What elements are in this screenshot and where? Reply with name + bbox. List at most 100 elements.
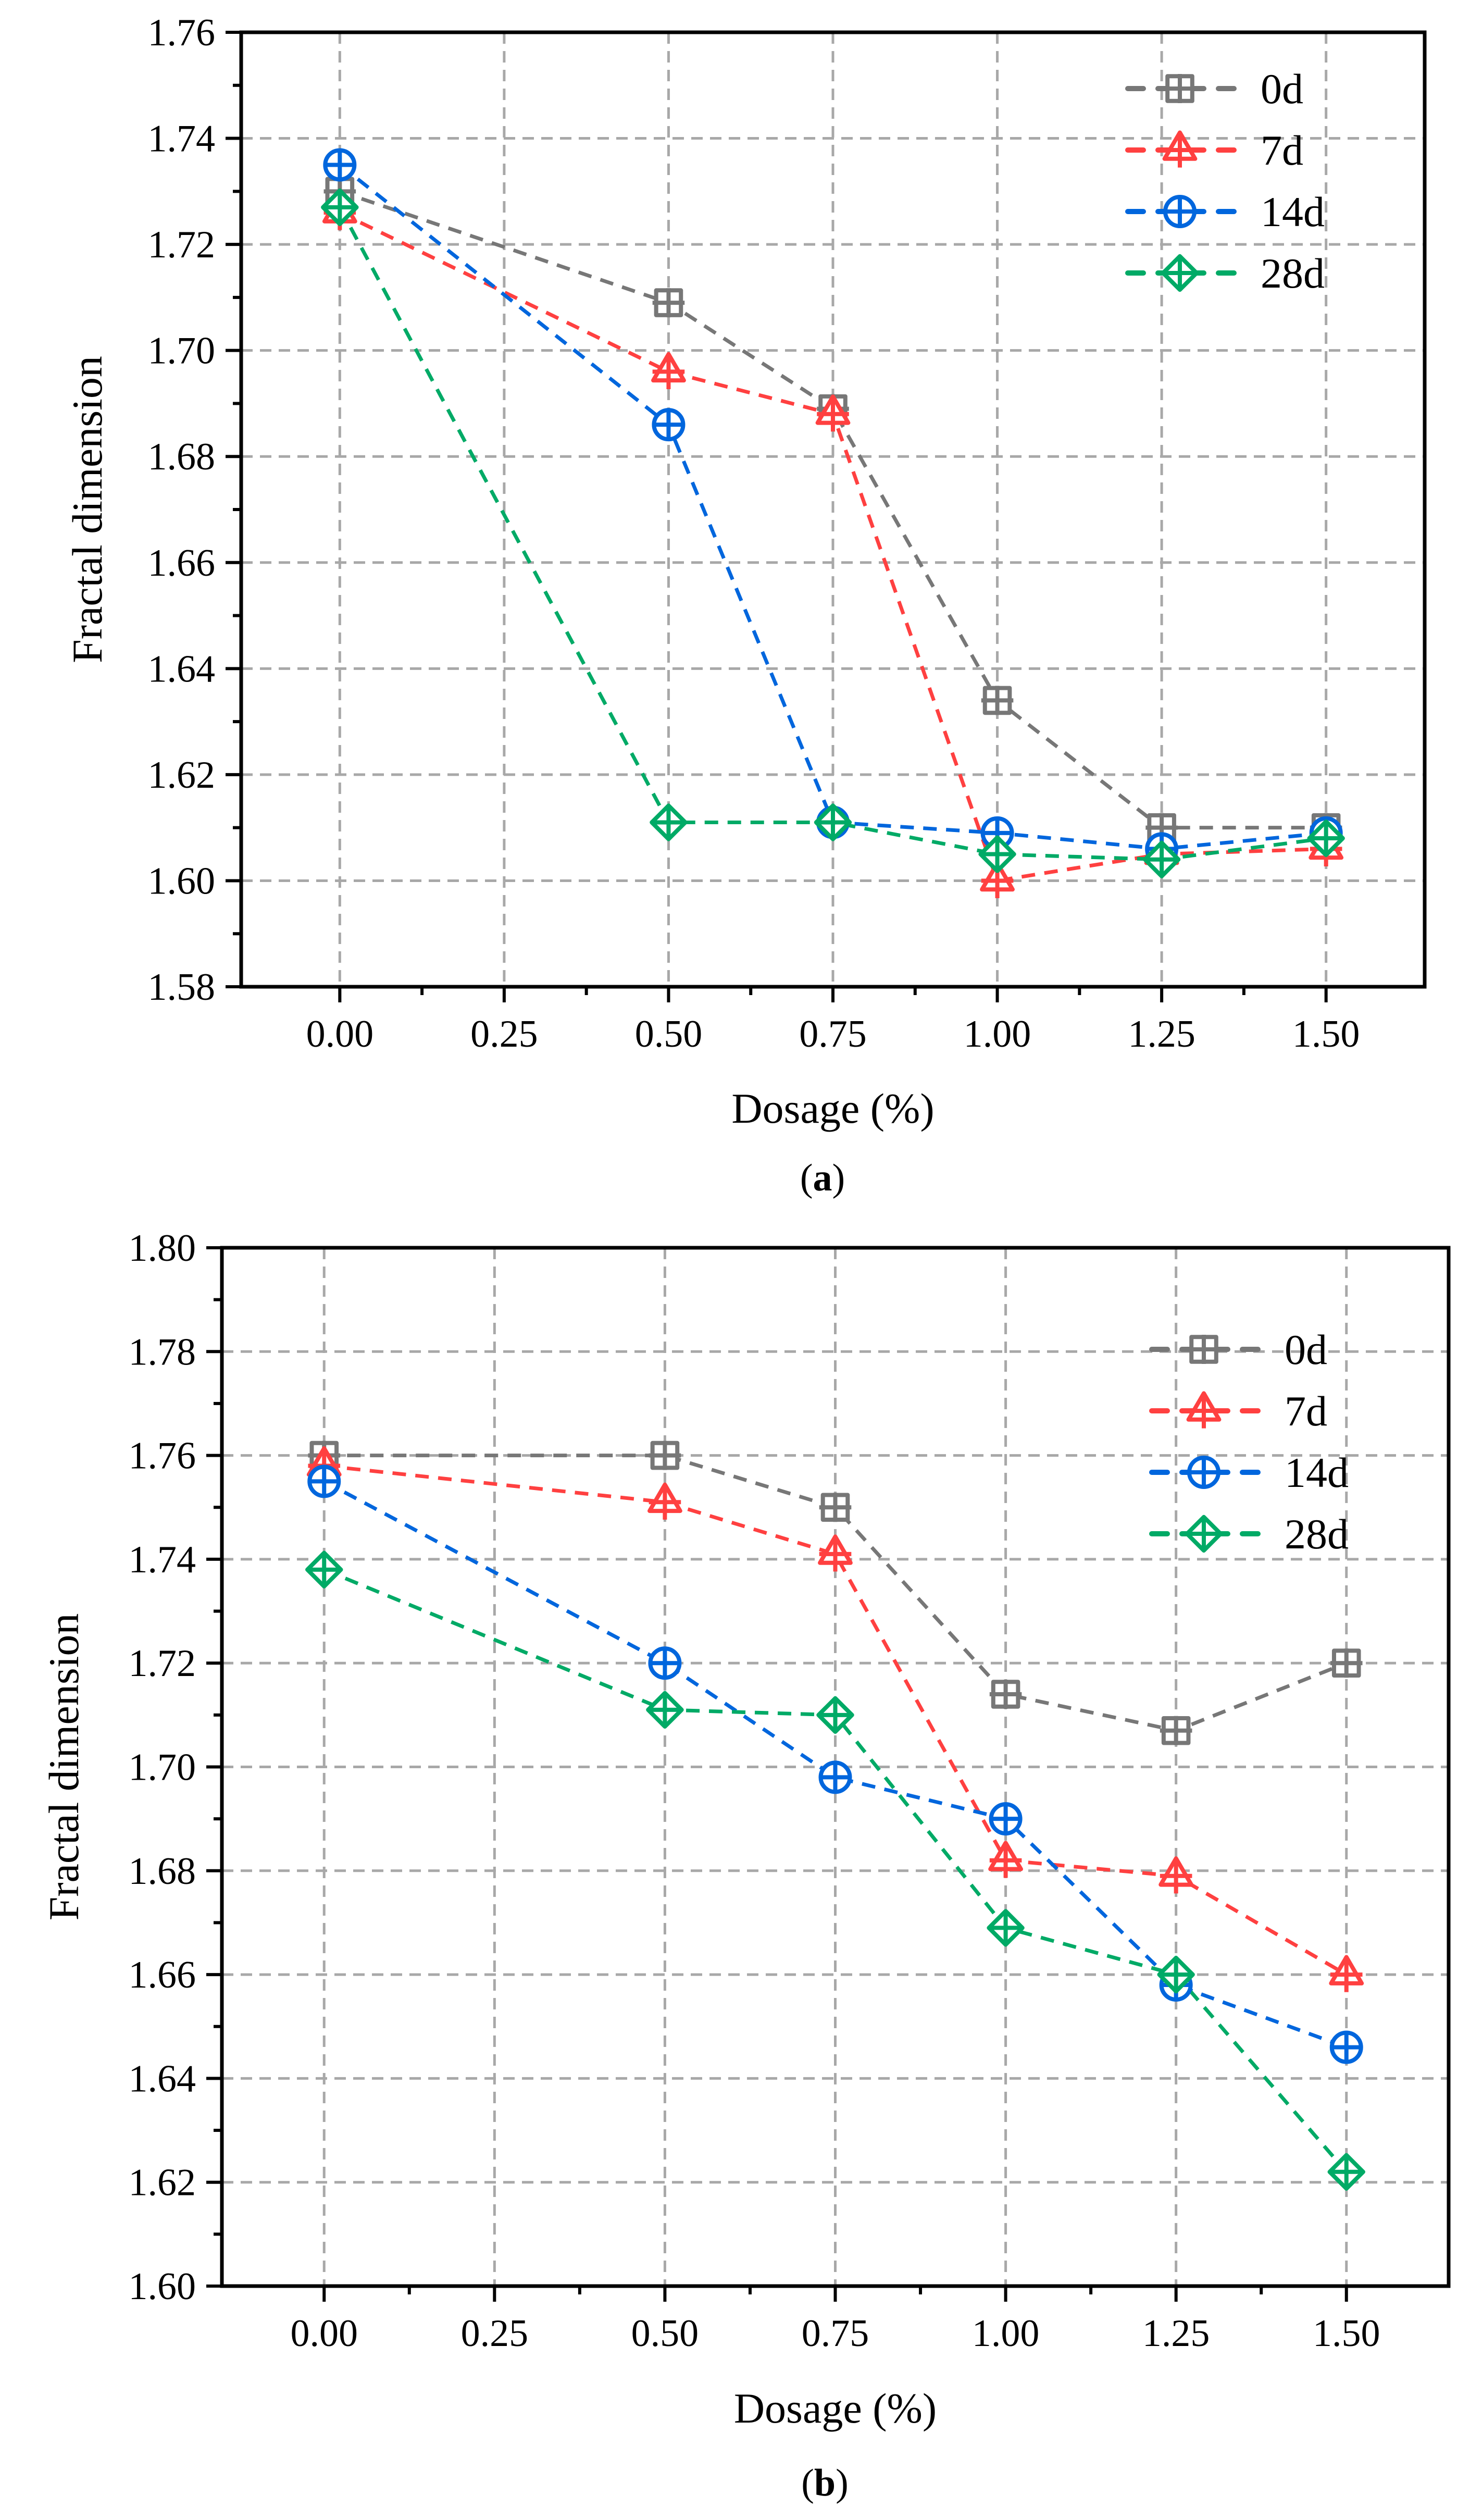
- y-tick-label: 1.64: [148, 648, 216, 690]
- legend-label: 14d: [1261, 188, 1325, 235]
- data-point-0d: [819, 1493, 852, 1522]
- data-point-14d: [323, 148, 357, 182]
- legend-label: 28d: [1285, 1510, 1349, 1558]
- x-tick-label: 1.50: [1313, 2312, 1380, 2355]
- legend-item-28d: 28d: [1149, 1510, 1349, 1558]
- series-line-28d: [338, 206, 1327, 862]
- data-point-14d: [1329, 2030, 1363, 2064]
- y-tick-label: 1.70: [148, 330, 216, 373]
- plot-frame: [239, 30, 1427, 989]
- x-tick-label: 0.75: [799, 1013, 867, 1056]
- y-tick-label: 1.66: [148, 542, 216, 585]
- data-point-7d: [647, 1482, 682, 1520]
- data-point-28d: [321, 188, 359, 227]
- x-tick-label: 0.00: [291, 2312, 358, 2355]
- x-tick-label: 1.25: [1128, 1013, 1195, 1056]
- y-tick-label: 1.72: [148, 224, 216, 266]
- y-tick-label: 1.78: [129, 1331, 196, 1373]
- data-point-7d: [651, 352, 686, 389]
- legend-label: 28d: [1261, 250, 1325, 297]
- legend-marker: [1187, 1456, 1220, 1489]
- legend-item-7d: 7d: [1149, 1387, 1327, 1435]
- y-tick-label: 1.74: [129, 1538, 196, 1581]
- legend-marker: [1185, 1515, 1223, 1553]
- legend-label: 0d: [1285, 1326, 1327, 1373]
- x-tick-label: 0.25: [461, 2312, 529, 2355]
- x-tick-label: 1.00: [972, 2312, 1040, 2355]
- x-tick-label: 0.00: [306, 1013, 374, 1056]
- caption-paren-open: (: [800, 1157, 813, 1199]
- x-tick-label: 1.00: [964, 1013, 1031, 1056]
- caption-letter: a: [813, 1157, 832, 1199]
- x-tick-label: 1.25: [1142, 2312, 1210, 2355]
- y-tick-label: 1.64: [129, 2057, 196, 2100]
- y-tick-label: 1.62: [148, 754, 216, 797]
- data-point-7d: [1329, 1955, 1364, 1992]
- data-point-7d: [988, 1841, 1023, 1878]
- legend-marker: [1188, 1335, 1220, 1364]
- legend-item-0d: 0d: [1149, 1326, 1327, 1373]
- chart-b: 0.00 0.25 0.50 0.75 1.00 1.25 1.50 1.60 1.62 1.64…: [40, 1227, 1451, 2504]
- x-tick-label: 1.50: [1292, 1013, 1360, 1056]
- data-point-28d: [978, 835, 1016, 873]
- subfigure-caption: (b): [801, 2462, 848, 2504]
- y-tick-label: 1.68: [129, 1850, 196, 1893]
- series-line-14d: [339, 163, 1327, 851]
- caption-paren-open: (: [801, 2462, 814, 2504]
- data-point-7d: [1158, 1856, 1194, 1894]
- series-line-7d: [339, 210, 1326, 883]
- x-axis-label: Dosage (%): [731, 1085, 934, 1132]
- series-line-0d: [324, 1454, 1348, 1733]
- data-point-28d: [1307, 819, 1345, 858]
- series-line-0d: [339, 190, 1326, 830]
- y-tick-label: 1.68: [148, 436, 216, 478]
- data-point-0d: [1160, 1716, 1192, 1745]
- y-tick-label: 1.60: [129, 2265, 196, 2308]
- legend-label: 7d: [1261, 127, 1303, 174]
- data-point-0d: [1330, 1648, 1363, 1678]
- y-tick-label: 1.76: [148, 11, 216, 54]
- legend-item-14d: 14d: [1149, 1449, 1349, 1496]
- caption-letter: b: [814, 2462, 836, 2504]
- y-axis-label: Fractal dimension: [64, 356, 111, 663]
- data-point-28d: [816, 1696, 854, 1734]
- x-tick-label: 0.25: [470, 1013, 538, 1056]
- x-tick-label: 0.50: [631, 2312, 699, 2355]
- data-point-14d: [989, 1802, 1023, 1836]
- series-line-28d: [323, 1568, 1348, 2174]
- legend-marker: [1163, 195, 1197, 228]
- y-axis-label: Fractal dimension: [40, 1613, 88, 1921]
- legend-label: 0d: [1261, 65, 1303, 113]
- plot-frame: [220, 1246, 1451, 2288]
- x-axis-label: Dosage (%): [734, 2385, 937, 2432]
- data-point-0d: [652, 288, 685, 318]
- legend-marker: [1162, 130, 1198, 168]
- data-point-28d: [305, 1550, 343, 1589]
- legend-item-28d: 28d: [1125, 250, 1325, 297]
- legend-item-7d: 7d: [1125, 127, 1303, 174]
- y-tick-label: 1.70: [129, 1746, 196, 1789]
- y-tick-label: 1.76: [129, 1435, 196, 1478]
- legend-marker: [1161, 254, 1199, 292]
- data-point-28d: [650, 803, 688, 841]
- y-tick-label: 1.62: [129, 2162, 196, 2204]
- data-point-0d: [981, 686, 1014, 715]
- series-line-14d: [323, 1480, 1347, 2049]
- subfigure-caption: (a): [800, 1157, 845, 1199]
- x-tick-label: 0.50: [635, 1013, 703, 1056]
- data-point-14d: [818, 1760, 852, 1794]
- data-point-7d: [818, 1534, 853, 1572]
- legend-marker: [1186, 1391, 1222, 1429]
- data-point-14d: [307, 1464, 341, 1498]
- x-tick-label: 0.75: [802, 2312, 869, 2355]
- legend-label: 14d: [1285, 1449, 1349, 1496]
- y-tick-label: 1.58: [148, 966, 216, 1009]
- y-tick-label: 1.72: [129, 1642, 196, 1685]
- data-point-0d: [649, 1441, 681, 1470]
- data-point-14d: [652, 408, 686, 442]
- data-point-28d: [646, 1691, 684, 1729]
- legend-item-14d: 14d: [1125, 188, 1325, 235]
- data-point-28d: [1327, 2153, 1365, 2191]
- data-point-0d: [989, 1679, 1022, 1709]
- legend-label: 7d: [1285, 1387, 1327, 1435]
